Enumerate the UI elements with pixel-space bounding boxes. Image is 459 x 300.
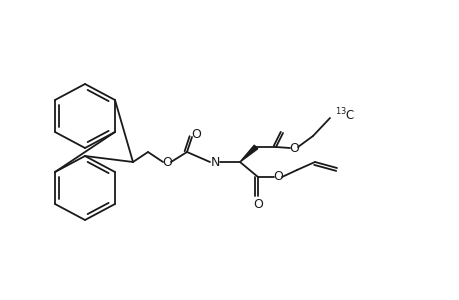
Text: O: O [288, 142, 298, 154]
Text: O: O [162, 155, 172, 169]
Text: O: O [273, 170, 282, 184]
Text: N: N [210, 155, 219, 169]
Text: O: O [252, 197, 263, 211]
Text: O: O [190, 128, 201, 140]
Polygon shape [240, 145, 257, 162]
Text: $^{13}$C: $^{13}$C [334, 107, 355, 123]
